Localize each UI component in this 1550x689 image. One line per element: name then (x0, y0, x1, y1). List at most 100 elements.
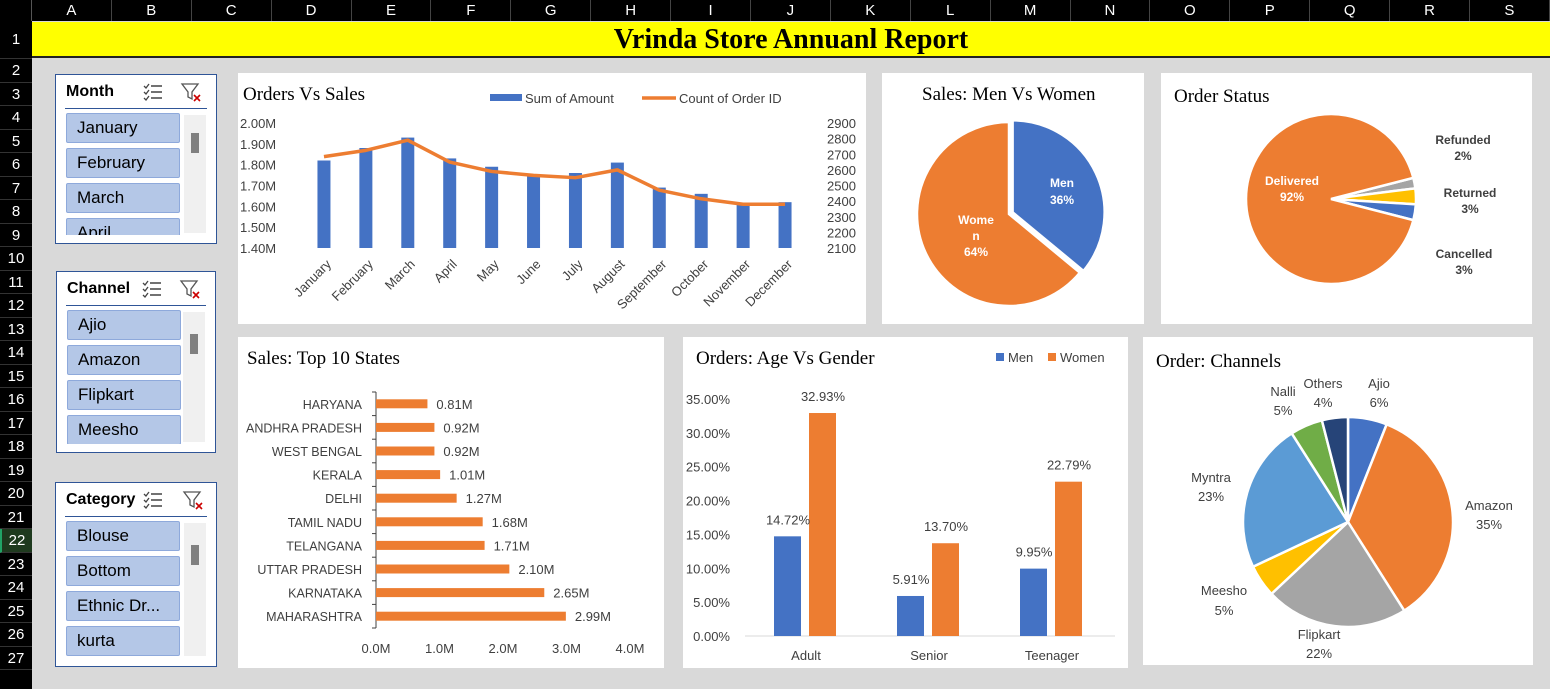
row-header[interactable]: 7 (0, 177, 32, 200)
column-header[interactable]: K (831, 0, 911, 21)
slicer-scrollbar[interactable] (184, 523, 206, 656)
row-header[interactable]: 6 (0, 153, 32, 177)
row-header[interactable]: 22 (0, 529, 32, 553)
column-header[interactable]: M (991, 0, 1071, 21)
row-header[interactable]: 9 (0, 224, 32, 247)
chart-title: Orders Vs Sales (243, 84, 366, 105)
slicer-scrollbar[interactable] (184, 115, 206, 233)
y-tick-label: DELHI (325, 492, 362, 506)
row-header[interactable]: 4 (0, 106, 32, 130)
column-header[interactable]: H (591, 0, 672, 21)
row-header[interactable]: 13 (0, 318, 32, 341)
row-header[interactable]: 21 (0, 506, 32, 529)
channel-slicer[interactable]: Channel Ajio Amazon Flipkart Meesho (56, 271, 216, 453)
column-header[interactable]: E (352, 0, 432, 21)
row-header[interactable]: 20 (0, 482, 32, 506)
slicer-item[interactable]: Ethnic Dr... (66, 591, 180, 621)
sales-men-women-chart[interactable]: Sales: Men Vs Women Men 36% Wome n 64% (882, 73, 1144, 324)
select-all-corner[interactable] (0, 0, 32, 21)
column-header[interactable]: B (112, 0, 192, 21)
multi-select-icon[interactable] (141, 278, 163, 300)
row-header[interactable]: 8 (0, 200, 32, 224)
scroll-thumb[interactable] (191, 545, 199, 565)
row-header[interactable]: 14 (0, 341, 32, 365)
row-header[interactable]: 27 (0, 647, 32, 670)
row-header[interactable]: 10 (0, 247, 32, 271)
column-header[interactable]: J (751, 0, 831, 21)
order-status-chart[interactable]: Order Status Delivered 92% Refunded 2% Return… (1161, 73, 1532, 324)
y2-tick-label: 2300 (827, 210, 856, 225)
row-header[interactable]: 12 (0, 294, 32, 318)
column-header[interactable]: G (511, 0, 592, 21)
row-header[interactable]: 23 (0, 553, 32, 576)
slicer-item[interactable]: Flipkart (67, 380, 181, 410)
category-slicer[interactable]: Category Blouse Bottom Ethnic Dr... kurta (55, 482, 217, 667)
column-header[interactable]: R (1390, 0, 1470, 21)
y-tick-label: 20.00% (686, 494, 731, 509)
pie-slice (1241, 431, 1350, 569)
slicer-item[interactable]: March (66, 183, 180, 213)
clear-filter-icon[interactable] (182, 489, 204, 511)
chart-svg: HARYANA 0.81M ANDHRA PRADESH 0.92M WEST BENG… (246, 391, 644, 656)
slice-value: 2% (1454, 149, 1472, 163)
slicer-item[interactable]: April (66, 218, 180, 235)
multi-select-icon[interactable] (142, 81, 164, 103)
slicer-scrollbar[interactable] (183, 312, 205, 442)
column-header[interactable]: C (192, 0, 272, 21)
column-header[interactable]: N (1071, 0, 1151, 21)
row-header[interactable]: 1 (0, 21, 32, 59)
bar (376, 422, 435, 432)
row-header[interactable]: 3 (0, 83, 32, 106)
column-header[interactable]: D (272, 0, 352, 21)
clear-filter-icon[interactable] (180, 81, 202, 103)
slice-label: Meesho (1201, 583, 1247, 598)
chart-svg: Delivered 92% Refunded 2% Returned 3% Cancelle… (1244, 112, 1496, 286)
slicer-item[interactable]: kurta (66, 626, 180, 656)
chart-title: Sales: Men Vs Women (922, 84, 1096, 105)
month-slicer[interactable]: Month January February March April (55, 74, 217, 244)
age-gender-chart[interactable]: Orders: Age Vs Gender 0.00% 5.00% 10.00% 15.… (683, 337, 1128, 668)
row-header[interactable]: 11 (0, 271, 32, 294)
scroll-thumb[interactable] (191, 133, 199, 153)
row-header[interactable]: 2 (0, 59, 32, 83)
column-header[interactable]: Q (1310, 0, 1391, 21)
clear-filter-icon[interactable] (179, 278, 201, 300)
row-header[interactable]: 17 (0, 412, 32, 435)
line-series (323, 138, 786, 206)
slicer-item[interactable]: Amazon (67, 345, 181, 375)
column-header[interactable]: O (1150, 0, 1231, 21)
channels-chart[interactable]: Order: Channels Ajio 6% Amazon 35% Flipkart 22… (1143, 337, 1533, 665)
bar (694, 193, 708, 248)
multi-select-icon[interactable] (142, 489, 164, 511)
row-header[interactable]: 16 (0, 388, 32, 412)
slicer-item[interactable]: January (66, 113, 180, 143)
row-header[interactable]: 24 (0, 576, 32, 600)
slicer-item[interactable]: Meesho (67, 415, 181, 444)
top-states-chart[interactable]: Sales: Top 10 States HARYANA 0.81M ANDHRA P… (238, 337, 664, 668)
column-header[interactable]: P (1230, 0, 1311, 21)
column-header[interactable]: I (671, 0, 751, 21)
row-header[interactable]: 15 (0, 365, 32, 388)
slicer-title: Channel (67, 280, 131, 297)
slicer-item[interactable]: Blouse (66, 521, 180, 551)
row-header[interactable]: 26 (0, 623, 32, 647)
y-tick-label: 25.00% (686, 460, 731, 475)
orders-vs-sales-chart[interactable]: Orders Vs Sales 1.40M 1.50M 1.60M 1.70M 1.80M… (238, 73, 866, 324)
row-header[interactable]: 19 (0, 459, 32, 482)
column-header[interactable]: F (431, 0, 512, 21)
slicer-item[interactable]: Ajio (67, 310, 181, 340)
report-title[interactable]: Vrinda Store Annuanl Report (32, 22, 1550, 58)
scroll-thumb[interactable] (190, 334, 198, 354)
row-header[interactable]: 5 (0, 130, 32, 153)
slicer-item[interactable]: February (66, 148, 180, 178)
y2-tick-label: 2400 (827, 194, 856, 209)
y-tick-label: 1.60M (240, 199, 276, 214)
slice-value: 22% (1306, 646, 1332, 661)
column-header[interactable]: S (1470, 0, 1550, 21)
row-header[interactable]: 18 (0, 435, 32, 459)
column-header[interactable]: L (911, 0, 991, 21)
pie-slice (1320, 415, 1350, 523)
row-header[interactable]: 25 (0, 600, 32, 623)
column-header[interactable]: A (32, 0, 112, 21)
slicer-item[interactable]: Bottom (66, 556, 180, 586)
